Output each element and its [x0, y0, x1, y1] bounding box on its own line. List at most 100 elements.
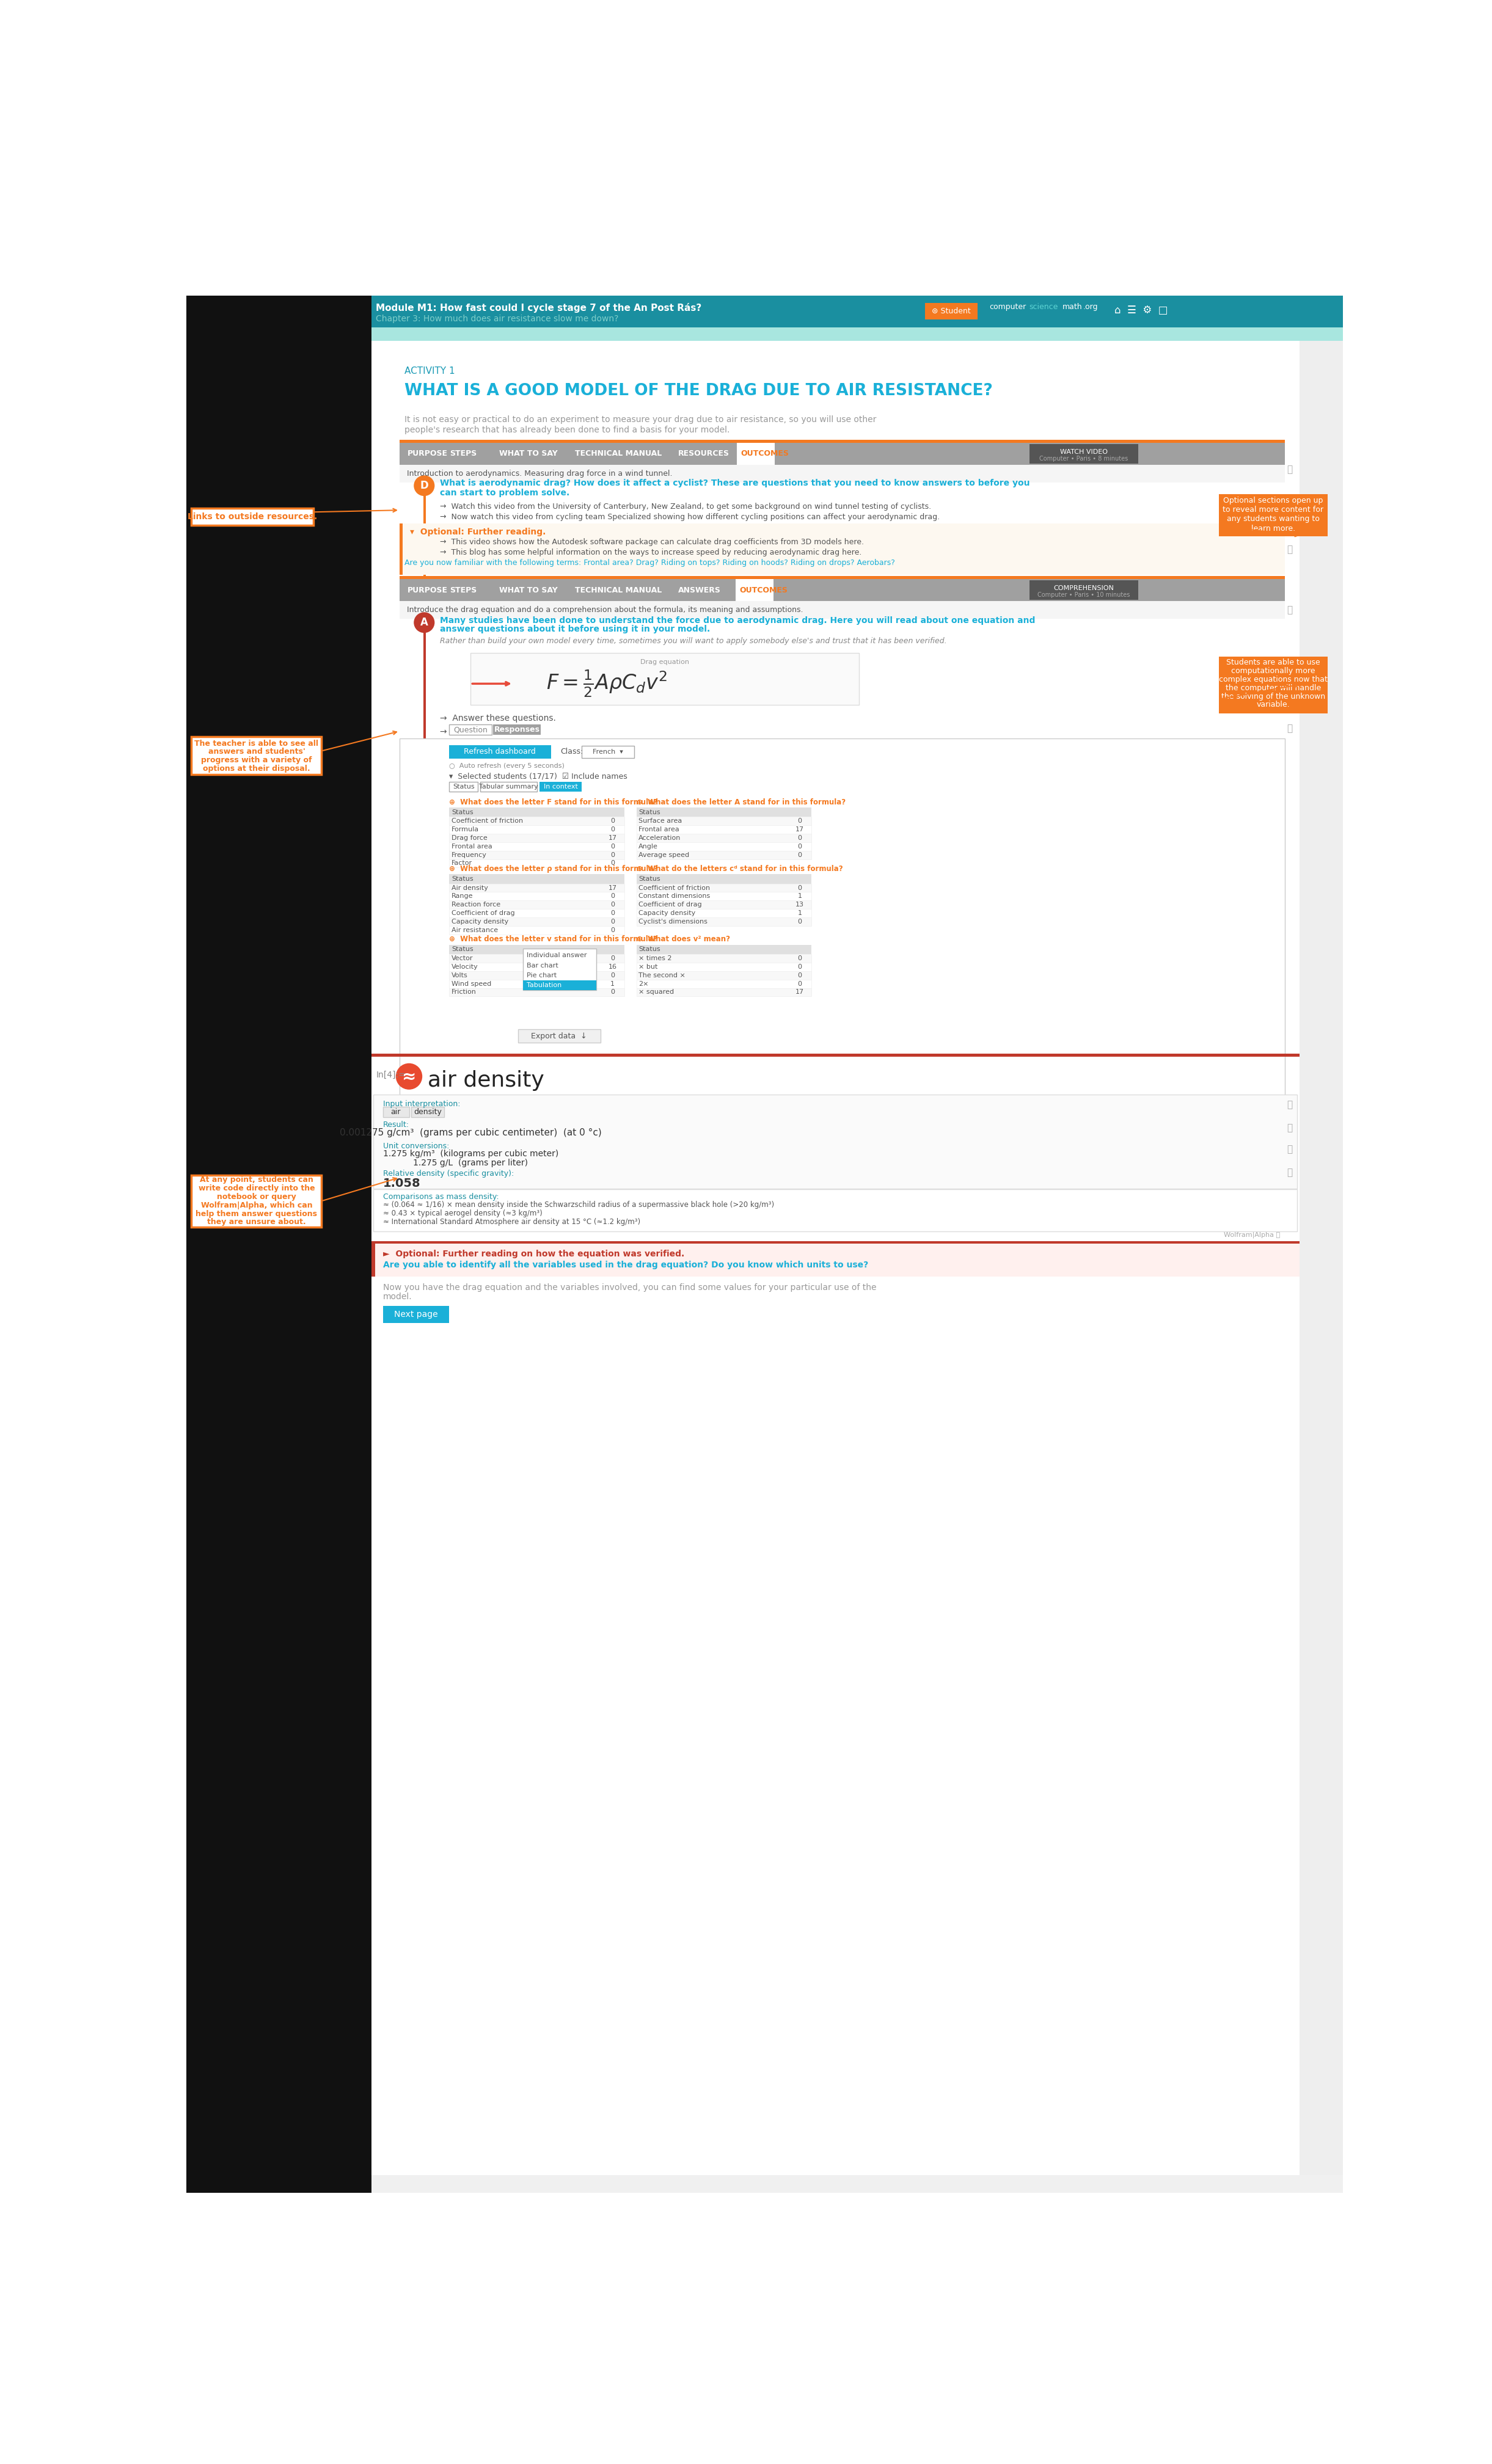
Text: →  This video shows how the Autodesk software package can calculate drag coeffic: → This video shows how the Autodesk soft…	[440, 537, 864, 547]
Text: 2×: 2×	[639, 981, 649, 986]
Bar	[191, 737, 321, 774]
Text: Responses: Responses	[494, 727, 540, 734]
Text: ⤢: ⤢	[1288, 1146, 1292, 1153]
Text: Status: Status	[452, 784, 474, 791]
Text: STEPS: STEPS	[449, 451, 477, 458]
Text: Now you have the drag equation and the variables involved, you can find some val: Now you have the drag equation and the v…	[383, 1284, 876, 1291]
Bar	[373, 1190, 1297, 1232]
Bar	[372, 1244, 374, 1276]
Text: 0: 0	[610, 919, 615, 924]
Circle shape	[413, 476, 434, 495]
Text: ⊕  What does the letter v stand for in this formula?: ⊕ What does the letter v stand for in th…	[449, 936, 658, 944]
Bar	[449, 875, 625, 885]
Circle shape	[395, 1064, 422, 1089]
Text: ⤢: ⤢	[1288, 1099, 1292, 1109]
Text: ⊕  What does the letter ρ stand for in this formula?: ⊕ What does the letter ρ stand for in th…	[449, 865, 658, 872]
Bar	[636, 963, 812, 971]
Text: any students wanting to: any students wanting to	[1226, 515, 1319, 522]
Text: Wind speed: Wind speed	[452, 981, 491, 986]
Text: D: D	[421, 480, 428, 490]
Text: Range: Range	[452, 894, 473, 899]
Text: Volts: Volts	[452, 973, 468, 978]
Circle shape	[413, 611, 434, 633]
Text: Module M1: How fast could I cycle stage 7 of the An Post Rás?: Module M1: How fast could I cycle stage …	[376, 303, 701, 313]
Bar	[400, 444, 1285, 466]
Bar	[636, 944, 812, 954]
Text: 1: 1	[798, 909, 801, 917]
Text: ○  Auto refresh (every 5 seconds): ○ Auto refresh (every 5 seconds)	[449, 764, 564, 769]
Text: 0: 0	[610, 909, 615, 917]
Bar	[636, 988, 812, 995]
Bar	[480, 781, 537, 791]
Text: Constant dimensions: Constant dimensions	[639, 894, 710, 899]
Text: ≈: ≈	[401, 1067, 416, 1084]
Text: Friction: Friction	[452, 988, 476, 995]
Text: →: →	[440, 727, 452, 737]
Text: Frontal area: Frontal area	[639, 825, 679, 833]
Text: science: science	[1029, 303, 1058, 310]
Text: Factor: Factor	[452, 860, 473, 867]
Text: Coefficient of drag: Coefficient of drag	[639, 902, 703, 907]
Bar	[186, 328, 372, 2193]
Bar	[1029, 579, 1138, 599]
Text: PURPOSE: PURPOSE	[407, 586, 448, 594]
Text: help them answer questions: help them answer questions	[195, 1210, 318, 1217]
Text: Drag force: Drag force	[452, 835, 488, 840]
Text: →  Now watch this video from cycling team Specialized showing how different cycl: → Now watch this video from cycling team…	[440, 513, 940, 520]
Bar	[737, 444, 774, 466]
Text: complex equations now that: complex equations now that	[1219, 675, 1328, 683]
Bar	[410, 1106, 445, 1116]
Text: to reveal more content for: to reveal more content for	[1223, 505, 1323, 513]
Text: write code directly into the: write code directly into the	[198, 1185, 315, 1193]
Bar	[400, 522, 403, 574]
Bar	[449, 843, 625, 850]
Text: 0: 0	[798, 973, 801, 978]
Text: 0: 0	[798, 963, 801, 971]
Text: the solving of the unknown: the solving of the unknown	[1222, 692, 1325, 700]
Text: 1.058: 1.058	[383, 1178, 421, 1190]
Bar	[372, 328, 1343, 340]
Text: ⌂  ☰  ⚙  □: ⌂ ☰ ⚙ □	[1115, 306, 1168, 315]
Text: Refresh dashboard: Refresh dashboard	[464, 749, 536, 756]
Text: 17: 17	[609, 885, 618, 892]
Text: Wolfram|Alpha ⓘ: Wolfram|Alpha ⓘ	[1223, 1232, 1280, 1237]
Text: × times 2: × times 2	[639, 956, 671, 961]
Text: It is not easy or practical to do an experiment to measure your drag due to air : It is not easy or practical to do an exp…	[404, 416, 876, 424]
Bar	[400, 579, 1285, 601]
Text: Surface area: Surface area	[639, 818, 682, 823]
Bar	[636, 981, 812, 988]
Text: 0.001275 g/cm³  (grams per cubic centimeter)  (at 0 °c): 0.001275 g/cm³ (grams per cubic centimet…	[340, 1129, 601, 1138]
Text: ≈ 0.43 × typical aerogel density (≈3 kg/m³): ≈ 0.43 × typical aerogel density (≈3 kg/…	[383, 1210, 542, 1217]
Bar	[518, 1030, 601, 1042]
Bar	[522, 981, 597, 991]
Text: Tabulation: Tabulation	[527, 983, 561, 988]
Text: math: math	[1062, 303, 1082, 310]
Text: Status: Status	[639, 808, 661, 816]
Text: Frequency: Frequency	[452, 853, 486, 857]
Text: Chapter 3: How much does air resistance slow me down?: Chapter 3: How much does air resistance …	[376, 315, 619, 323]
Bar	[636, 954, 812, 963]
Bar	[636, 917, 812, 926]
Text: →  Watch this video from the University of Canterbury, New Zealand, to get some : → Watch this video from the University o…	[440, 503, 931, 510]
Bar	[449, 899, 625, 909]
Text: Status: Status	[639, 875, 661, 882]
Text: 17: 17	[795, 988, 804, 995]
Bar	[400, 577, 1285, 579]
Bar	[449, 988, 625, 995]
Text: ACTIVITY 1: ACTIVITY 1	[404, 367, 455, 375]
Text: answer questions about it before using it in your model.: answer questions about it before using i…	[440, 626, 710, 633]
Bar	[449, 971, 625, 981]
Bar	[186, 296, 1343, 328]
Bar	[383, 1306, 449, 1323]
Bar	[449, 963, 625, 971]
Text: 16: 16	[609, 963, 616, 971]
Bar	[449, 917, 625, 926]
Text: 1: 1	[798, 894, 801, 899]
Bar	[1029, 444, 1138, 463]
Text: Optional sections open up: Optional sections open up	[1223, 495, 1323, 505]
Bar	[636, 899, 812, 909]
Text: 0: 0	[798, 835, 801, 840]
Text: can start to problem solve.: can start to problem solve.	[440, 488, 570, 498]
Text: ⤢: ⤢	[1288, 466, 1292, 473]
Bar	[470, 653, 859, 705]
